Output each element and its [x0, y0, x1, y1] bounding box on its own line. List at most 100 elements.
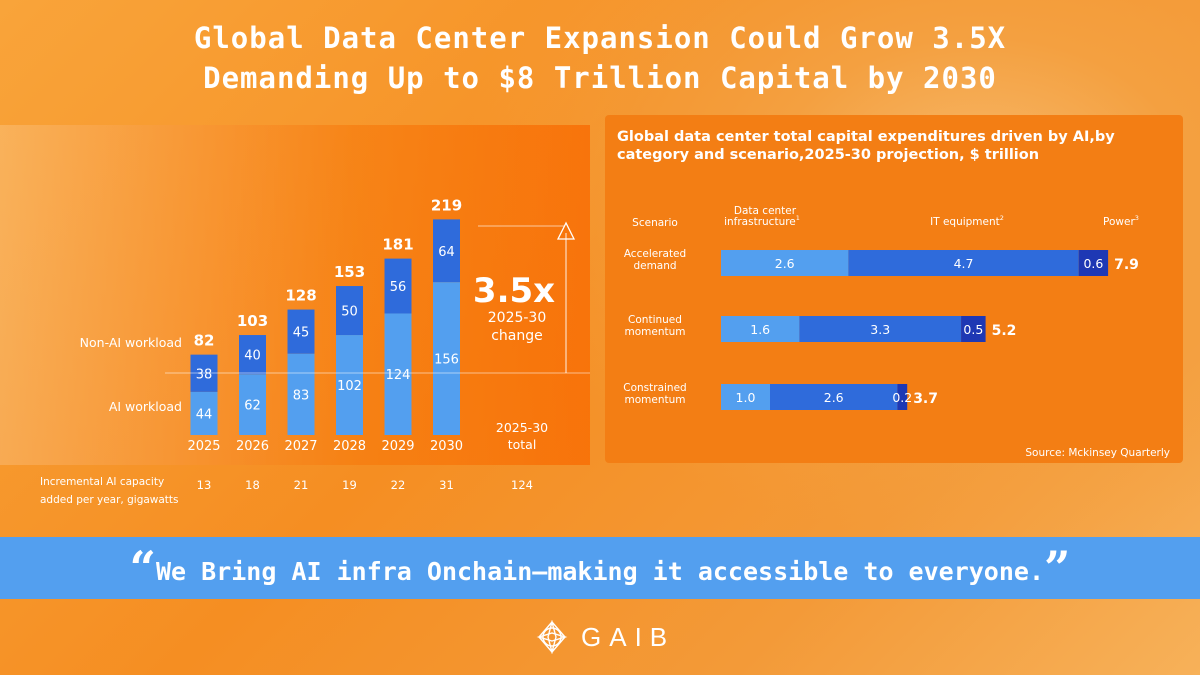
incremental-total: 124 — [511, 478, 533, 492]
close-quote-mark: ” — [1044, 541, 1071, 595]
segment-label-accelerated-1: 4.7 — [954, 256, 974, 271]
row-total-accelerated: 7.9 — [1114, 257, 1139, 273]
incremental-2030: 31 — [439, 478, 454, 492]
row-label-2-accelerated: demand — [633, 260, 676, 272]
bar-non-ai-2028 — [336, 286, 363, 336]
header-infrastructure-2: infrastructure1 — [724, 214, 800, 228]
label-ai-2026: 62 — [244, 399, 261, 414]
right-chart-title: Global data center total capital expendi… — [617, 129, 1115, 163]
incremental-2029: 22 — [391, 478, 406, 492]
row-label-continued: Continued — [628, 314, 682, 326]
bar-non-ai-2029 — [384, 258, 412, 314]
segment-constrained-0 — [721, 384, 770, 410]
label-non-ai-2026: 40 — [244, 349, 261, 364]
label-non-ai-2029: 56 — [390, 280, 407, 295]
x-tick-2030: 2030 — [430, 439, 463, 454]
total-2027: 128 — [285, 287, 316, 305]
row-label-2-continued: momentum — [625, 326, 686, 338]
incremental-label-line-2: added per year, gigawatts — [40, 494, 179, 506]
incremental-2027: 21 — [294, 478, 309, 492]
total-2026: 103 — [237, 312, 268, 330]
incremental-2028: 19 — [342, 478, 357, 492]
bar-ai-2026 — [239, 374, 266, 435]
bar-ai-2030 — [433, 282, 460, 435]
total-label-1: 2025-30 — [496, 420, 548, 435]
header-infrastructure: Data center — [734, 205, 797, 217]
segment-label-continued-1: 3.3 — [870, 322, 890, 337]
bar-ai-2027 — [287, 353, 315, 435]
x-tick-2026: 2026 — [236, 439, 269, 454]
label-ai-2030: 156 — [434, 353, 459, 368]
incremental-2025: 13 — [197, 478, 212, 492]
label-non-ai-2025: 38 — [196, 367, 213, 382]
segment-label-constrained-2: 0.2 — [892, 390, 912, 405]
total-2029: 181 — [382, 236, 413, 254]
banner-text: We Bring AI infra Onchain—making it acce… — [155, 557, 1045, 586]
segment-accelerated-1 — [848, 250, 1079, 276]
header-it-equipment: IT equipment2 — [930, 214, 1004, 228]
segment-label-continued-0: 1.6 — [750, 322, 770, 337]
x-tick-2029: 2029 — [381, 439, 414, 454]
scenario-header: Scenario — [632, 217, 678, 229]
x-tick-2028: 2028 — [333, 439, 366, 454]
label-ai-2029: 124 — [386, 368, 411, 383]
total-2030: 219 — [431, 196, 462, 214]
segment-continued-1 — [799, 316, 962, 342]
label-non-ai-2027: 45 — [293, 326, 310, 341]
open-quote-mark: “ — [129, 541, 156, 595]
total-2028: 153 — [334, 263, 365, 281]
segment-label-constrained-0: 1.0 — [736, 390, 756, 405]
source-note: Source: Mckinsey Quarterly — [1025, 447, 1170, 459]
x-tick-2027: 2027 — [284, 439, 317, 454]
horizontal-stacked-bar-chart: Scenario Data center infrastructure1 IT … — [623, 205, 1139, 410]
title-line-1: Global Data Center Expansion Could Grow … — [193, 21, 1007, 55]
segment-accelerated-0 — [721, 250, 849, 276]
label-non-ai-2028: 50 — [341, 305, 358, 320]
label-ai-2025: 44 — [196, 407, 213, 422]
brand-logo: GAIB — [535, 620, 675, 654]
change-label-2: change — [491, 328, 543, 344]
x-tick-2025: 2025 — [187, 439, 220, 454]
incremental-capacity-row: 13 18 21 19 22 31 124 — [197, 478, 533, 492]
segment-constrained-1 — [770, 384, 898, 410]
bar-non-ai-2030 — [433, 219, 460, 283]
label-ai-2027: 83 — [293, 388, 310, 403]
change-value: 3.5x — [473, 271, 555, 311]
row-label-accelerated: Accelerated — [624, 248, 686, 260]
incremental-label-line-1: Incremental AI capacity — [40, 476, 165, 488]
bar-ai-2029 — [384, 313, 412, 435]
change-label-1: 2025-30 — [488, 310, 547, 326]
stacked-bar-chart: 44 38 82 2025 62 40 103 2026 83 45 128 2027 102 50 153… — [80, 196, 590, 454]
total-2025: 82 — [194, 332, 215, 350]
segment-accelerated-2 — [1078, 250, 1109, 276]
label-ai-2028: 102 — [337, 379, 362, 394]
bar-ai-2028 — [336, 335, 363, 435]
bar-non-ai-2027 — [287, 309, 315, 354]
row-total-constrained: 3.7 — [913, 391, 938, 407]
segment-label-constrained-1: 2.6 — [824, 390, 844, 405]
segment-label-accelerated-0: 2.6 — [775, 256, 795, 271]
bar-non-ai-2026 — [239, 335, 266, 375]
title-line-2: Demanding Up to $8 Trillion Capital by 2… — [203, 61, 997, 95]
legend-non-ai: Non-AI workload — [80, 335, 182, 350]
brand-name: GAIB — [581, 621, 676, 652]
page-title: Global Data Center Expansion Could Grow … — [0, 18, 1200, 98]
row-total-continued: 5.2 — [992, 323, 1017, 339]
gaib-logo-icon — [536, 620, 568, 654]
header-power: Power3 — [1103, 214, 1139, 228]
arrow-up-icon — [556, 221, 576, 240]
segment-continued-0 — [721, 316, 800, 342]
total-label-2: total — [508, 437, 537, 452]
quote-banner: “We Bring AI infra Onchain—making it acc… — [0, 537, 1200, 599]
row-label-2-constrained: momentum — [625, 394, 686, 406]
segment-continued-2 — [961, 316, 986, 342]
label-non-ai-2030: 64 — [438, 245, 455, 260]
incremental-capacity-label: Incremental AI capacity added per year, … — [40, 473, 179, 509]
segment-label-accelerated-2: 0.6 — [1083, 256, 1103, 271]
row-label-constrained: Constrained — [623, 382, 686, 394]
segment-constrained-2 — [897, 384, 908, 410]
legend-ai: AI workload — [109, 399, 182, 414]
bar-ai-2025 — [190, 391, 218, 435]
segment-label-continued-2: 0.5 — [963, 322, 983, 337]
banner-quote: “We Bring AI infra Onchain—making it acc… — [0, 537, 1200, 599]
